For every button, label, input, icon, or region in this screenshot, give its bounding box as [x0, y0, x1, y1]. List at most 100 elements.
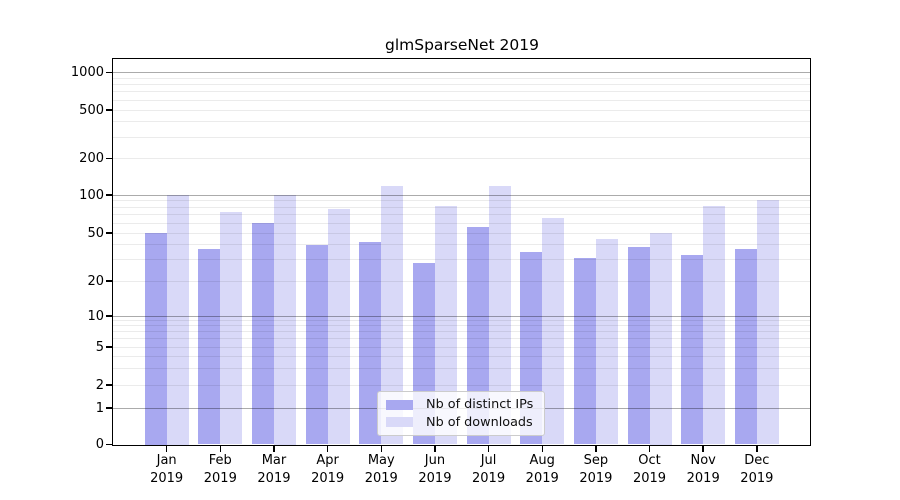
- bar-downloads-apr: [327, 208, 350, 445]
- bar-downloads-oct: [649, 233, 672, 445]
- bar-distinct-ips-nov: [681, 254, 704, 445]
- y-tick-label-100: 100: [79, 187, 104, 203]
- gridline-5: [113, 346, 810, 348]
- plot-area-border: [112, 58, 811, 446]
- bar-distinct-ips-apr: [305, 244, 328, 445]
- gridline-2: [113, 384, 810, 386]
- minor-gridline-90: [113, 200, 810, 202]
- minor-gridline-600: [113, 99, 810, 101]
- bar-downloads-sep: [595, 238, 618, 445]
- gridline-50: [113, 232, 810, 234]
- minor-gridline-3: [113, 367, 810, 369]
- minor-gridline-9: [113, 320, 810, 322]
- bar-downloads-aug: [542, 217, 565, 445]
- x-tick-apr: [326, 446, 329, 452]
- minor-gridline-6: [113, 338, 810, 340]
- x-tick-jan: [165, 446, 168, 452]
- chart-title: glmSparseNet 2019: [385, 36, 539, 54]
- bar-downloads-may: [381, 186, 404, 445]
- minor-gridline-900: [113, 77, 810, 79]
- x-tick-label-may: May 2019: [364, 453, 398, 486]
- legend-swatch-downloads-icon: [386, 417, 413, 428]
- bar-distinct-ips-mar: [251, 223, 274, 445]
- minor-gridline-30: [113, 259, 810, 261]
- bar-downloads-feb: [220, 211, 243, 445]
- x-tick-label-aug: Aug 2019: [525, 453, 559, 486]
- minor-gridline-700: [113, 91, 810, 93]
- x-tick-nov: [702, 446, 704, 452]
- x-tick-mar: [273, 446, 275, 452]
- y-tick-1000: [106, 71, 113, 74]
- x-tick-label-sep: Sep 2019: [579, 453, 613, 486]
- minor-gridline-40: [113, 244, 810, 246]
- y-tick-label-20: 20: [87, 273, 104, 289]
- y-tick-label-1: 1: [95, 400, 104, 416]
- x-tick-label-nov: Nov 2019: [686, 453, 720, 486]
- bar-distinct-ips-sep: [573, 258, 596, 445]
- gridline-500: [113, 109, 810, 111]
- minor-gridline-7: [113, 331, 810, 333]
- bar-distinct-ips-dec: [734, 248, 757, 445]
- minor-gridline-800: [113, 84, 810, 86]
- y-tick-label-50: 50: [87, 225, 104, 241]
- legend-label-distinct-ips: Nb of distinct IPs: [426, 397, 534, 413]
- legend-swatch-distinct-ips-icon: [386, 399, 413, 410]
- y-tick-20: [106, 280, 113, 282]
- y-tick-label-2: 2: [95, 377, 104, 393]
- x-tick-dec: [756, 446, 758, 452]
- minor-gridline-400: [113, 121, 810, 123]
- y-tick-label-5: 5: [95, 339, 104, 355]
- y-tick-5: [106, 346, 113, 348]
- minor-gridline-80: [113, 206, 810, 208]
- x-tick-feb: [219, 446, 221, 452]
- x-tick-may: [380, 446, 382, 452]
- x-tick-label-jun: Jun 2019: [418, 453, 452, 486]
- minor-gridline-4: [113, 355, 810, 357]
- y-tick-10: [106, 315, 113, 317]
- gridline-10: [113, 315, 810, 317]
- minor-gridline-60: [113, 222, 810, 224]
- x-tick-label-dec: Dec 2019: [740, 453, 774, 486]
- legend-item-distinct-ips: Nb of distinct IPs: [386, 397, 536, 412]
- x-tick-label-oct: Oct 2019: [632, 453, 667, 486]
- y-tick-label-1000: 1000: [70, 65, 104, 80]
- y-tick-label-200: 200: [79, 151, 104, 166]
- legend: Nb of distinct IPs Nb of downloads: [377, 391, 545, 436]
- y-tick-0: [106, 443, 113, 446]
- x-tick-jun: [434, 446, 436, 452]
- x-tick-label-apr: Apr 2019: [311, 453, 345, 486]
- x-tick-oct: [648, 446, 651, 452]
- bar-downloads-jan: [166, 195, 189, 445]
- bar-downloads-dec: [756, 199, 779, 445]
- x-tick-sep: [595, 446, 597, 452]
- bar-distinct-ips-feb: [198, 248, 221, 445]
- y-tick-1: [106, 407, 113, 409]
- legend-item-downloads: Nb of downloads: [386, 415, 536, 430]
- bar-distinct-ips-jan: [144, 233, 167, 445]
- gridline-200: [113, 158, 810, 159]
- x-tick-label-jan: Jan 2019: [150, 453, 184, 486]
- bar-distinct-ips-oct: [627, 247, 650, 445]
- x-tick-aug: [541, 446, 543, 452]
- bar-downloads-jun: [434, 205, 457, 445]
- bar-distinct-ips-jul: [466, 226, 489, 445]
- y-tick-label-0: 0: [95, 437, 104, 452]
- y-tick-100: [106, 194, 113, 196]
- bar-downloads-nov: [703, 205, 726, 445]
- y-tick-500: [106, 109, 113, 111]
- y-tick-label-10: 10: [87, 308, 104, 324]
- bar-downloads-mar: [273, 195, 296, 445]
- minor-gridline-70: [113, 214, 810, 216]
- y-tick-2: [106, 384, 113, 386]
- y-tick-50: [106, 232, 113, 234]
- gridline-100: [113, 194, 810, 196]
- bar-downloads-jul: [488, 186, 511, 445]
- y-tick-label-500: 500: [79, 102, 104, 118]
- x-tick-label-feb: Feb 2019: [203, 453, 237, 486]
- y-tick-200: [106, 157, 113, 160]
- x-tick-jul: [487, 446, 490, 452]
